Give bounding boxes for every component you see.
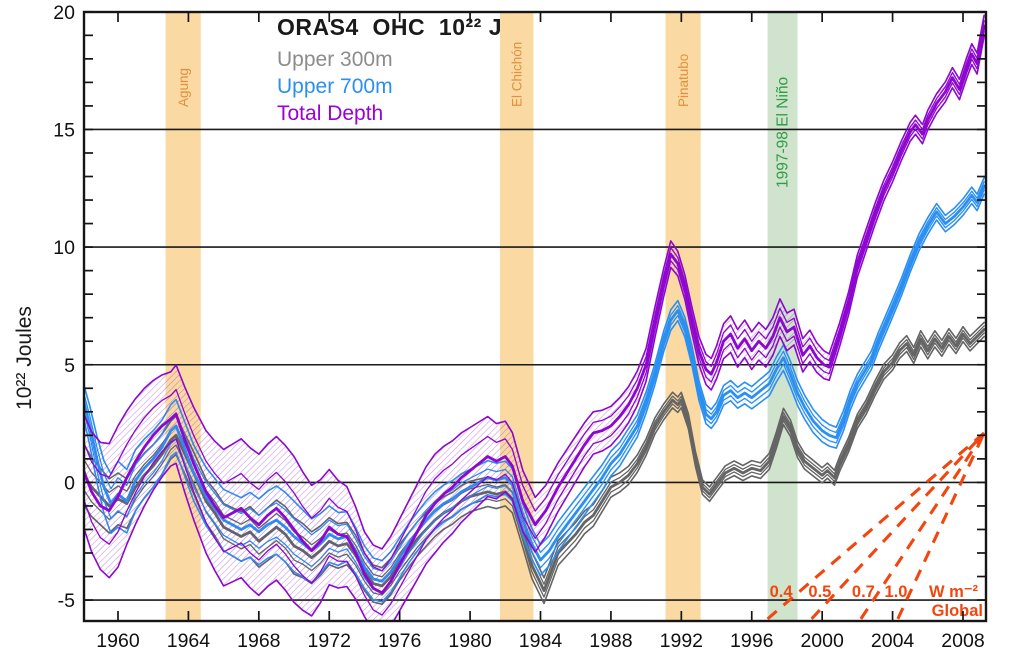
trend-unit-label: W m⁻² xyxy=(929,583,979,601)
trend-line-0.7 xyxy=(859,432,986,620)
heating-rate-trend-lines xyxy=(766,431,986,621)
axis-ticks xyxy=(84,10,986,621)
plot-border xyxy=(82,10,988,623)
svg-text:2000: 2000 xyxy=(800,630,844,652)
axis-tick-labels: -5 0 5 10 15 20 1960 1964 1968 1972 1976 1980 1984 19… xyxy=(53,2,984,652)
svg-text:1984: 1984 xyxy=(519,630,563,652)
svg-text:1992: 1992 xyxy=(660,630,703,652)
svg-text:15: 15 xyxy=(53,119,75,141)
trend-global-label: Global xyxy=(932,602,983,620)
svg-text:5: 5 xyxy=(64,355,75,377)
band-label: El Chichón xyxy=(510,42,525,107)
band-label: Agung xyxy=(176,68,191,107)
svg-text:20: 20 xyxy=(53,2,75,24)
svg-text:1996: 1996 xyxy=(730,630,773,652)
trend-rate-label: 0.4 xyxy=(770,583,794,601)
svg-text:0: 0 xyxy=(64,472,75,494)
svg-text:1972: 1972 xyxy=(308,630,351,652)
series-total-depth xyxy=(84,14,986,621)
trend-rate-label: 0.5 xyxy=(808,583,831,601)
svg-text:-5: -5 xyxy=(58,590,75,612)
trend-line-0.5 xyxy=(810,431,986,620)
svg-text:1968: 1968 xyxy=(237,630,280,652)
svg-text:2004: 2004 xyxy=(871,630,915,652)
svg-text:1976: 1976 xyxy=(378,630,421,652)
svg-text:1980: 1980 xyxy=(448,630,492,652)
svg-text:2008: 2008 xyxy=(941,630,984,652)
svg-text:1960: 1960 xyxy=(96,630,140,652)
trend-rate-label: 0.7 xyxy=(852,583,875,601)
svg-text:10: 10 xyxy=(53,237,75,259)
trend-line-0.4 xyxy=(766,431,986,621)
svg-text:1988: 1988 xyxy=(589,630,632,652)
band-label: Pinatubo xyxy=(676,54,691,107)
trend-line-1 xyxy=(896,432,986,620)
trend-rate-label: 1.0 xyxy=(885,583,908,601)
band-label: 1997-98 El Niño xyxy=(775,77,792,188)
svg-text:1964: 1964 xyxy=(167,630,211,652)
